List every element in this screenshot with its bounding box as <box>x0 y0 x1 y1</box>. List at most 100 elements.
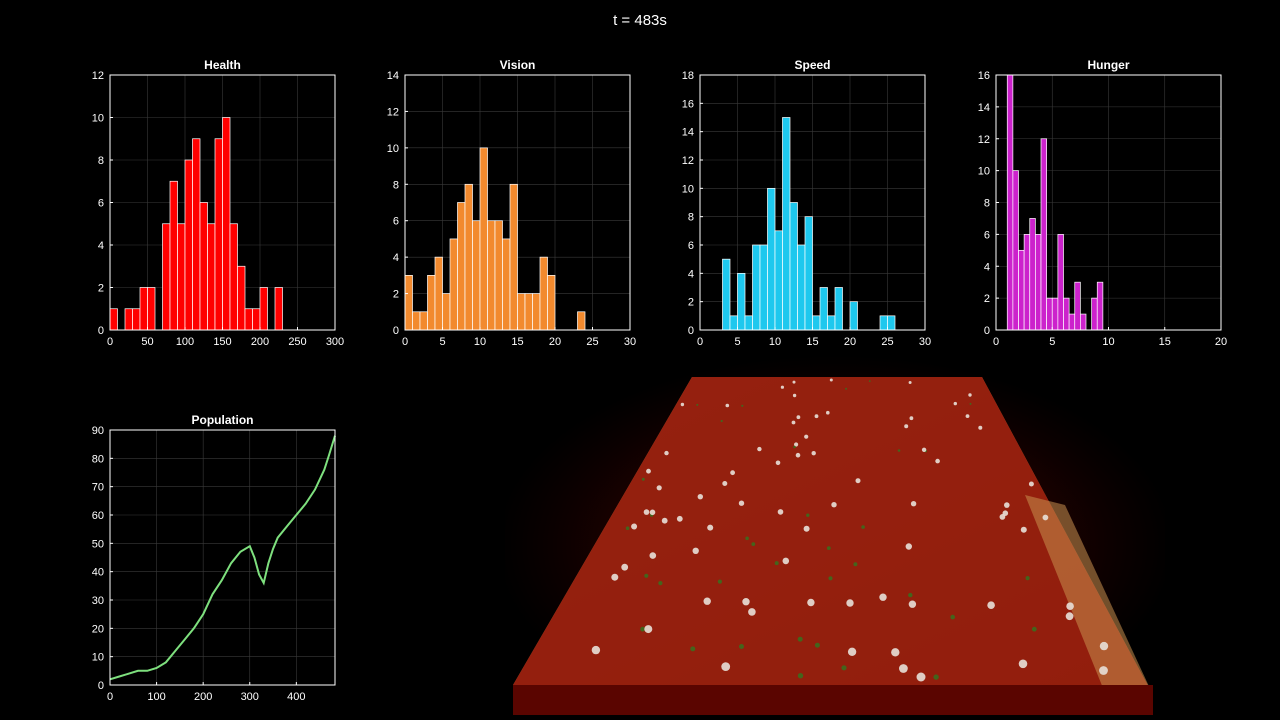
hunger-bar-4 <box>1029 218 1036 331</box>
food-item <box>720 419 723 423</box>
vision-bar-18 <box>539 256 548 331</box>
creature <box>1004 502 1010 508</box>
speed-ytick-label-0: 0 <box>688 325 694 337</box>
food-item <box>658 581 663 586</box>
creature <box>796 415 801 420</box>
vision-ytick-label-7: 14 <box>387 70 399 82</box>
food-item <box>969 402 972 405</box>
creature <box>1042 514 1049 521</box>
food-item <box>828 576 833 581</box>
creature <box>757 446 762 452</box>
speed-xtick-label-6: 30 <box>919 336 931 348</box>
hunger-bar-0 <box>1006 74 1014 331</box>
population-xtick-label-0: 0 <box>107 691 113 703</box>
hunger-bar-1 <box>1012 170 1019 331</box>
vision-bar-12 <box>494 220 503 331</box>
health-bar-19 <box>252 308 261 331</box>
speed-ytick-label-6: 12 <box>682 155 694 167</box>
health-ytick-label-2: 4 <box>98 240 104 252</box>
speed-ytick-label-2: 4 <box>688 268 694 280</box>
hunger-bar-9 <box>1057 234 1064 331</box>
creature <box>792 393 797 398</box>
health-xtick-label-2: 100 <box>176 336 194 348</box>
population-ytick-label-2: 20 <box>92 623 104 635</box>
creature <box>730 470 735 476</box>
creature <box>649 552 657 559</box>
food-item <box>644 573 649 578</box>
creature <box>814 414 819 419</box>
health-ytick-label-3: 6 <box>98 198 104 210</box>
creature <box>748 608 756 616</box>
creatures-layer <box>591 378 1109 682</box>
health-bar-15 <box>222 117 231 331</box>
food-item <box>690 646 696 652</box>
speed-bar-13 <box>797 244 806 331</box>
population-xtick-label-3: 300 <box>241 691 259 703</box>
vision-bar-7 <box>457 202 466 331</box>
creature <box>621 563 629 571</box>
food-item <box>717 579 722 584</box>
speed-xtick-label-0: 0 <box>697 336 703 348</box>
food-item <box>841 665 847 671</box>
creature <box>611 573 619 581</box>
speed-bar-14 <box>804 216 813 331</box>
health-bar-22 <box>274 287 283 331</box>
creature <box>904 424 909 429</box>
health-bar-10 <box>184 159 193 331</box>
population-ytick-label-1: 10 <box>92 652 104 664</box>
creature <box>703 597 711 605</box>
health-bar-17 <box>237 265 246 331</box>
population-xtick-label-1: 100 <box>147 691 165 703</box>
creature <box>646 468 651 474</box>
simulation-3d-view <box>505 355 1165 715</box>
hunger-bar-15 <box>1091 297 1098 331</box>
vision-bar-9 <box>472 220 481 331</box>
health-histogram: Health 0 50 100 150 200 250 300 0 2 4 6 8 10 12 <box>92 58 344 348</box>
hunger-bar-5 <box>1035 234 1042 331</box>
hunger-bar-7 <box>1046 297 1053 331</box>
creature <box>847 647 857 656</box>
creature <box>909 416 914 421</box>
creature <box>707 524 714 531</box>
vision-bar-16 <box>524 293 533 331</box>
creature <box>780 385 784 389</box>
speed-bar-3 <box>722 258 731 331</box>
population-line-chart: Population 0 100 200 300 400 0 10 20 30 40 50 60 70 80… <box>92 413 336 703</box>
health-ytick-label-6: 12 <box>92 70 104 82</box>
speed-bar-7 <box>752 244 761 331</box>
speed-xtick-label-5: 25 <box>881 336 893 348</box>
vision-ytick-label-4: 8 <box>393 179 399 191</box>
hunger-xtick-label-4: 20 <box>1215 336 1227 348</box>
vision-bar-19 <box>547 275 556 331</box>
hunger-xtick-label-3: 15 <box>1159 336 1171 348</box>
food-item <box>868 380 871 382</box>
terrain-overlay <box>513 377 1153 695</box>
health-bar-0 <box>109 308 118 331</box>
food-item <box>774 561 779 566</box>
population-series-line <box>109 435 336 681</box>
food-item <box>641 477 645 481</box>
health-bar-3 <box>132 308 141 331</box>
speed-xtick-label-3: 15 <box>806 336 818 348</box>
hunger-bar-2 <box>1018 249 1025 331</box>
speed-xtick-label-4: 20 <box>844 336 856 348</box>
food-item <box>908 592 913 598</box>
creature <box>978 425 983 430</box>
creature <box>899 664 908 673</box>
health-bar-13 <box>207 223 216 331</box>
health-xtick-label-5: 250 <box>288 336 306 348</box>
food-item <box>826 546 831 550</box>
vision-bar-13 <box>502 238 511 331</box>
speed-chart-title: Speed <box>794 58 830 72</box>
population-ytick-label-6: 60 <box>92 510 104 522</box>
creature <box>1099 641 1109 651</box>
food-item <box>933 674 939 680</box>
health-xtick-label-3: 150 <box>213 336 231 348</box>
creature <box>692 547 699 554</box>
creature <box>916 672 926 682</box>
creature <box>644 625 653 634</box>
speed-bar-25 <box>887 315 896 331</box>
vision-bar-8 <box>464 183 473 331</box>
vision-bar-23 <box>577 311 586 331</box>
creature <box>1066 602 1074 610</box>
